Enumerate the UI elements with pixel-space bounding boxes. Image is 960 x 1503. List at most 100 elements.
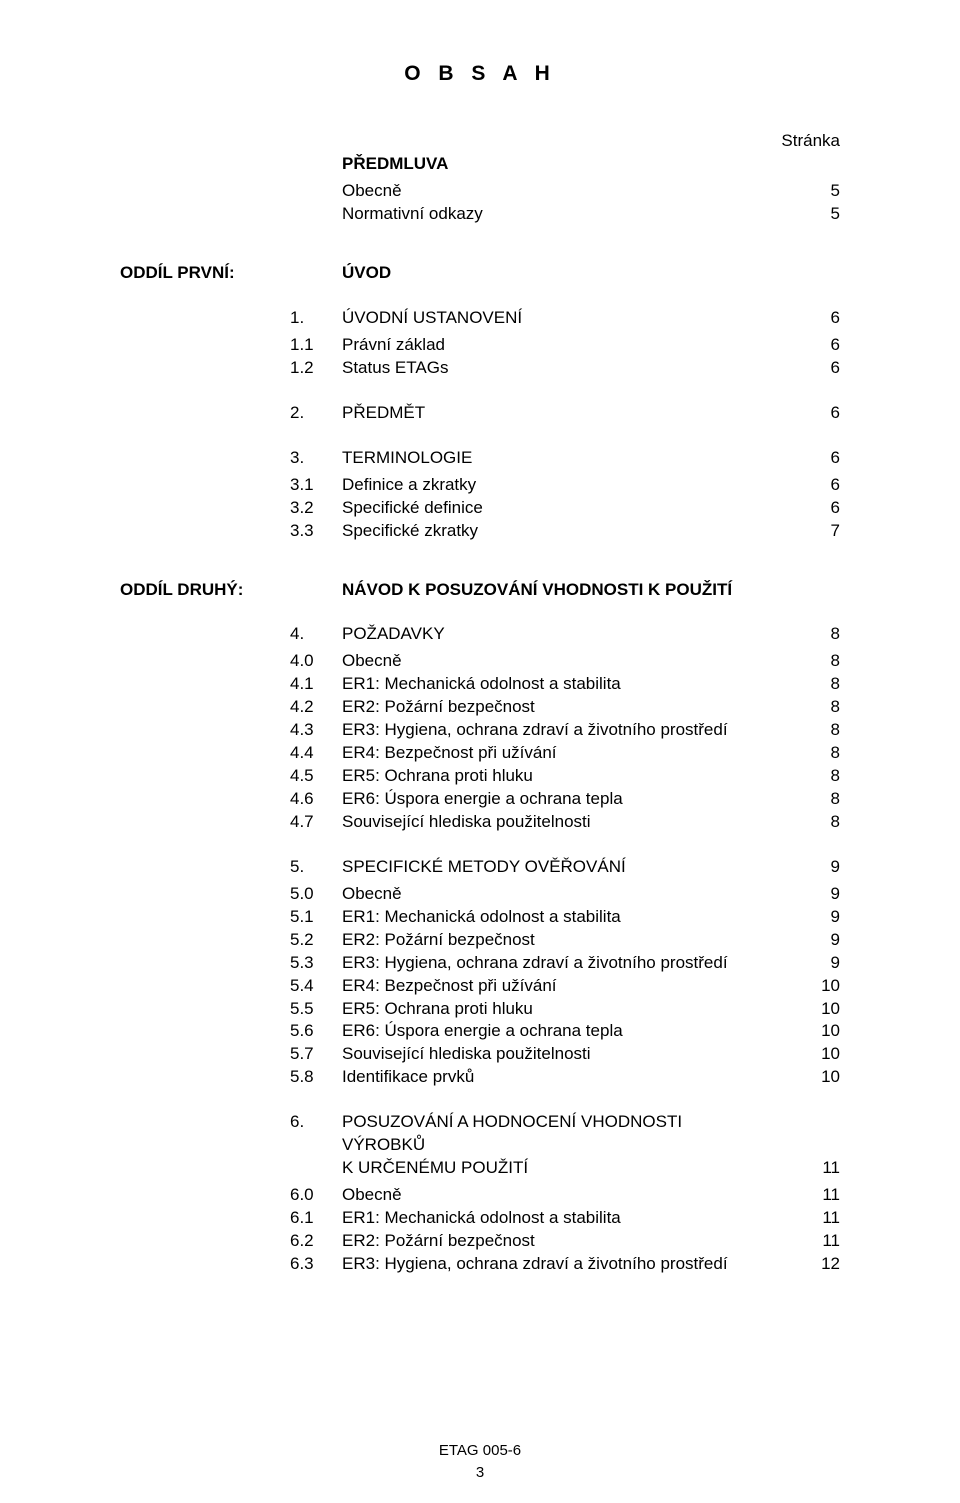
toc-item-text: ER6: Úspora energie a ochrana tepla (342, 1020, 778, 1043)
toc-item-num: 5.2 (290, 929, 342, 952)
preface-items: Obecně 5 Normativní odkazy 5 (120, 180, 840, 226)
toc-item-text: ER2: Požární bezpečnost (342, 1230, 778, 1253)
toc-item-num: 5.8 (290, 1066, 342, 1089)
section2-heading-row: ODDÍL DRUHÝ: NÁVOD K POSUZOVÁNÍ VHODNOST… (120, 579, 840, 602)
chapter-title: SPECIFICKÉ METODY OVĚŘOVÁNÍ (342, 856, 778, 879)
toc-item: 1.1 Právní základ 6 (290, 334, 840, 357)
toc-item-text: Status ETAGs (342, 357, 778, 380)
section2-label: ODDÍL DRUHÝ: (120, 579, 290, 602)
chapter-row-line2: K URČENÉMU POUŽITÍ 11 (120, 1157, 840, 1180)
chapter-number: 2. (290, 402, 342, 425)
toc-item: 4.5ER5: Ochrana proti hluku8 (290, 765, 840, 788)
toc-item: 5.8Identifikace prvků10 (290, 1066, 840, 1089)
toc-item-num: 5.0 (290, 883, 342, 906)
toc-item-text: Obecně (342, 883, 778, 906)
toc-item-page: 6 (778, 474, 840, 497)
toc-item: 4.0Obecně8 (290, 650, 840, 673)
toc-item: 5.1ER1: Mechanická odolnost a stabilita9 (290, 906, 840, 929)
toc-item-text: ER4: Bezpečnost při užívání (342, 975, 778, 998)
chapter-title: ÚVODNÍ USTANOVENÍ (342, 307, 778, 330)
toc-item: Normativní odkazy 5 (290, 203, 840, 226)
toc-item-text: ER6: Úspora energie a ochrana tepla (342, 788, 778, 811)
toc-item-num: 3.2 (290, 497, 342, 520)
chapter-number: 3. (290, 447, 342, 470)
chapter-row: 2. PŘEDMĚT 6 (120, 402, 840, 425)
toc-item-num: 5.3 (290, 952, 342, 975)
toc-item-num: 4.7 (290, 811, 342, 834)
toc-item-num: 4.0 (290, 650, 342, 673)
preface-heading-row: PŘEDMLUVA (120, 153, 840, 176)
toc-item-text: Identifikace prvků (342, 1066, 778, 1089)
toc-item: 6.3ER3: Hygiena, ochrana zdraví a životn… (290, 1253, 840, 1276)
toc-item: 5.6ER6: Úspora energie a ochrana tepla10 (290, 1020, 840, 1043)
toc-item-page: 8 (778, 742, 840, 765)
toc-item-page: 5 (778, 180, 840, 203)
toc-item-text: Obecně (342, 1184, 778, 1207)
toc-item-page: 6 (778, 357, 840, 380)
chapter-number: 5. (290, 856, 342, 879)
toc-item: 4.2ER2: Požární bezpečnost8 (290, 696, 840, 719)
toc-item-num: 1.2 (290, 357, 342, 380)
toc-item-num: 5.7 (290, 1043, 342, 1066)
toc-item: 5.7Související hlediska použitelnosti10 (290, 1043, 840, 1066)
toc-item-text: ER3: Hygiena, ochrana zdraví a životního… (342, 719, 778, 742)
toc-item-num: 6.1 (290, 1207, 342, 1230)
toc-item-num: 3.3 (290, 520, 342, 543)
toc-item-page: 10 (778, 1020, 840, 1043)
toc-item-text: ER1: Mechanická odolnost a stabilita (342, 906, 778, 929)
toc-item: 6.1ER1: Mechanická odolnost a stabilita1… (290, 1207, 840, 1230)
section1-heading-row: ODDÍL PRVNÍ: ÚVOD (120, 262, 840, 285)
toc-item-page: 10 (778, 1043, 840, 1066)
toc-item: 5.0Obecně9 (290, 883, 840, 906)
toc-item-num: 5.5 (290, 998, 342, 1021)
header-row: Stránka (120, 130, 840, 153)
toc-item-text: Obecně (342, 650, 778, 673)
toc-item-page: 5 (778, 203, 840, 226)
toc-item: 3.3 Specifické zkratky 7 (290, 520, 840, 543)
toc-item-page: 10 (778, 1066, 840, 1089)
chapter-number: 1. (290, 307, 342, 330)
chapter-title-line2: K URČENÉMU POUŽITÍ (342, 1157, 778, 1180)
toc-item-num: 6.2 (290, 1230, 342, 1253)
toc-item-num: 4.1 (290, 673, 342, 696)
toc-item-text: ER2: Požární bezpečnost (342, 929, 778, 952)
chapter-title: POŽADAVKY (342, 623, 778, 646)
toc-item-text: Obecně (342, 180, 778, 203)
toc-item: 1.2 Status ETAGs 6 (290, 357, 840, 380)
toc-item-page: 9 (778, 952, 840, 975)
toc-item: 4.4ER4: Bezpečnost při užívání8 (290, 742, 840, 765)
toc-item-page: 9 (778, 883, 840, 906)
toc-item-num: 5.4 (290, 975, 342, 998)
toc-item-page: 7 (778, 520, 840, 543)
toc-item-page: 12 (778, 1253, 840, 1276)
toc-item-text: ER5: Ochrana proti hluku (342, 998, 778, 1021)
toc-item-num: 4.4 (290, 742, 342, 765)
chapter-page: 8 (778, 623, 840, 646)
chapter-row: 4. POŽADAVKY 8 (120, 623, 840, 646)
toc-item: 5.3ER3: Hygiena, ochrana zdraví a životn… (290, 952, 840, 975)
chapter-page: 6 (778, 402, 840, 425)
toc-item-text: ER3: Hygiena, ochrana zdraví a životního… (342, 1253, 778, 1276)
chapter-row: 1. ÚVODNÍ USTANOVENÍ 6 (120, 307, 840, 330)
toc-item-num: 4.3 (290, 719, 342, 742)
toc-item-page: 8 (778, 696, 840, 719)
footer-doc-id: ETAG 005-6 (0, 1441, 960, 1461)
toc-item-page: 6 (778, 334, 840, 357)
toc-item-num: 3.1 (290, 474, 342, 497)
toc-item: 6.0Obecně11 (290, 1184, 840, 1207)
toc-item-text: ER1: Mechanická odolnost a stabilita (342, 1207, 778, 1230)
toc-item-text: Specifické definice (342, 497, 778, 520)
chapter-row: 3. TERMINOLOGIE 6 (120, 447, 840, 470)
chapter-row: 6. POSUZOVÁNÍ A HODNOCENÍ VHODNOSTI VÝRO… (120, 1111, 840, 1157)
toc-item-text: Specifické zkratky (342, 520, 778, 543)
toc-item: 6.2ER2: Požární bezpečnost11 (290, 1230, 840, 1253)
toc-item-text: Právní základ (342, 334, 778, 357)
toc-item-text: Normativní odkazy (342, 203, 778, 226)
toc-item-num: 6.0 (290, 1184, 342, 1207)
toc-item-page: 10 (778, 975, 840, 998)
toc-item-page: 8 (778, 650, 840, 673)
toc-item: 5.4ER4: Bezpečnost při užívání10 (290, 975, 840, 998)
toc-item-page: 11 (778, 1207, 840, 1230)
toc-item-num: 4.6 (290, 788, 342, 811)
toc-item: 5.5ER5: Ochrana proti hluku10 (290, 998, 840, 1021)
